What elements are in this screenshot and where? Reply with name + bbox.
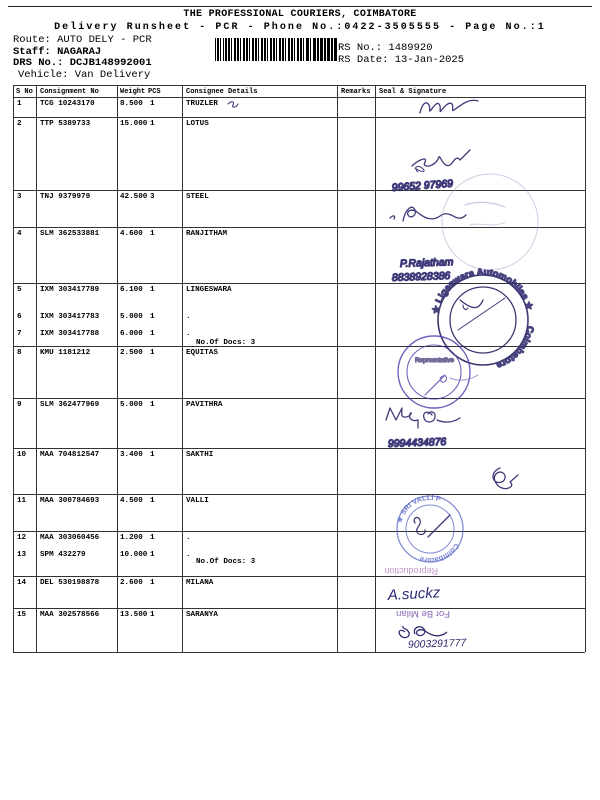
svg-text:A.suckz: A.suckz — [386, 584, 441, 604]
svg-text:For Be Milan: For Be Milan — [396, 608, 450, 619]
svg-text:Coimbatore: Coimbatore — [419, 542, 462, 565]
svg-text:★ SRI VALLI P: ★ SRI VALLI P — [394, 493, 442, 525]
svg-text:9003291777: 9003291777 — [408, 637, 468, 651]
svg-text:Reproduction: Reproduction — [384, 566, 438, 576]
